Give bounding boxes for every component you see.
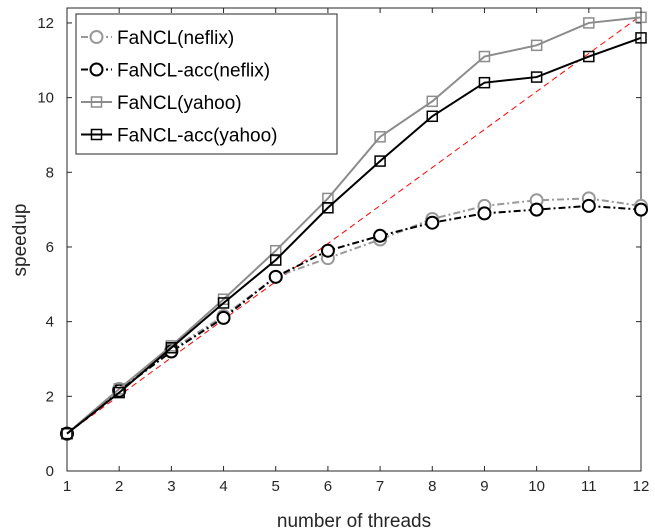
data-point — [426, 110, 439, 123]
data-point — [478, 76, 491, 89]
data-point — [165, 342, 178, 354]
data-point — [320, 243, 335, 258]
series-line — [66, 204, 642, 435]
data-point — [530, 39, 543, 52]
legend-label: FaNCL-acc(neflix) — [117, 61, 270, 82]
legend-label: FaNCL(neflix) — [117, 28, 234, 49]
x-tick-label: 4 — [219, 478, 227, 495]
data-point — [373, 228, 388, 243]
legend-marker — [89, 30, 104, 44]
ideal-speedup-line — [66, 15, 642, 435]
data-point — [113, 386, 125, 399]
y-tick-label: 0 — [46, 463, 54, 480]
data-point — [61, 427, 73, 440]
x-tick-label: 12 — [633, 478, 650, 495]
legend-marker — [90, 128, 103, 141]
data-point — [425, 215, 440, 230]
data-point — [269, 254, 282, 266]
data-point — [635, 32, 647, 44]
data-point — [477, 206, 492, 221]
legend-label: FaNCL-acc(yahoo) — [117, 126, 278, 147]
legend: FaNCL(neflix) FaNCL-acc(neflix) FaNCL(yaho… — [75, 13, 338, 155]
y-tick-label: 12 — [37, 15, 54, 32]
x-tick-label: 1 — [63, 478, 71, 495]
y-axis-title: speedup — [10, 204, 31, 277]
x-tick-label: 6 — [324, 478, 332, 495]
data-point — [583, 17, 595, 29]
reference-layer — [66, 15, 642, 435]
y-tick-label: 6 — [46, 239, 54, 256]
y-tick-label: 2 — [46, 388, 54, 405]
series-layer — [60, 11, 648, 441]
data-point — [530, 71, 543, 83]
legend-marker — [90, 96, 103, 108]
x-tick-label: 11 — [581, 478, 597, 495]
series-4 — [61, 32, 647, 440]
data-point — [634, 202, 648, 217]
y-tick-label: 10 — [37, 90, 54, 107]
data-point — [216, 310, 231, 325]
x-tick-label: 3 — [167, 478, 175, 495]
data-point — [581, 198, 596, 213]
y-tick-label: 8 — [46, 164, 54, 181]
legend-label: FaNCL(yahoo) — [117, 93, 242, 114]
data-point — [583, 50, 595, 63]
data-point — [529, 202, 544, 217]
data-point — [374, 155, 386, 167]
data-point — [478, 50, 491, 63]
series-line — [66, 36, 642, 435]
data-point — [217, 297, 230, 309]
x-tick-label: 9 — [480, 478, 488, 495]
legend-marker — [89, 62, 104, 77]
data-point — [374, 131, 386, 143]
data-point — [426, 95, 439, 108]
x-axis-title: number of threads — [277, 511, 431, 531]
y-tick-label: 4 — [46, 314, 54, 331]
x-tick-label: 2 — [115, 478, 123, 495]
series-line — [66, 16, 642, 435]
x-tick-label: 10 — [528, 478, 545, 495]
legend-box — [75, 13, 338, 155]
x-tick-label: 5 — [272, 478, 280, 495]
x-tick-label: 8 — [428, 478, 436, 495]
data-point — [322, 202, 334, 214]
data-point — [268, 269, 283, 284]
x-tick-label: 7 — [376, 478, 384, 495]
